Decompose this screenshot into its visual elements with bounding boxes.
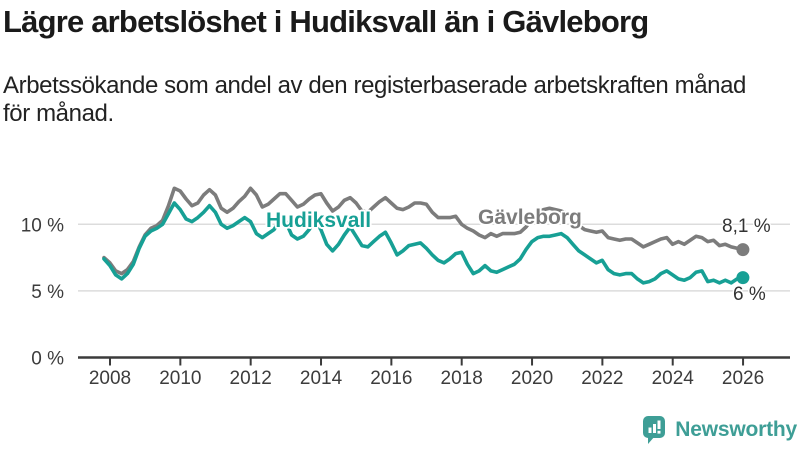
page-title: Lägre arbetslöshet i Hudiksvall än i Gäv… bbox=[3, 4, 649, 39]
x-axis-tick-label: 2026 bbox=[722, 368, 764, 389]
subtitle-line-2: för månad. bbox=[3, 100, 114, 127]
brand-name: Newsworthy bbox=[675, 418, 797, 441]
x-axis-tick-label: 2020 bbox=[511, 368, 553, 389]
subtitle-line-1: Arbetssökande som andel av den registerb… bbox=[3, 72, 746, 99]
chart-subtitle: Arbetssökande som andel av den registerb… bbox=[3, 72, 746, 128]
x-axis-tick-label: 2012 bbox=[230, 368, 272, 389]
series-end-dot-gavleborg bbox=[736, 243, 750, 257]
x-axis-tick-label: 2022 bbox=[581, 368, 623, 389]
newsworthy-logo-icon bbox=[643, 416, 666, 444]
series-line-gavleborg bbox=[102, 186, 745, 276]
series-label-gavleborg: Gävleborg bbox=[478, 206, 582, 229]
y-axis-label: 5 % bbox=[31, 282, 64, 303]
series-label-hudiksvall: Hudiksvall bbox=[266, 209, 372, 232]
y-axis-label: 10 % bbox=[21, 215, 64, 236]
x-axis-tick-label: 2010 bbox=[159, 368, 201, 389]
series-end-dot-hudiksvall bbox=[736, 271, 750, 285]
y-axis-label: 0 % bbox=[31, 349, 64, 370]
x-axis-tick-label: 2018 bbox=[441, 368, 483, 389]
x-axis-tick-label: 2016 bbox=[370, 368, 412, 389]
brand-footer: Newsworthy bbox=[642, 415, 797, 445]
x-axis-tick-label: 2024 bbox=[652, 368, 695, 389]
end-value-label-gavleborg: 8,1 % bbox=[722, 216, 771, 237]
series-line-hudiksvall bbox=[102, 201, 745, 285]
end-value-label-hudiksvall: 6 % bbox=[733, 284, 766, 305]
x-axis-tick-label: 2008 bbox=[89, 368, 131, 389]
x-axis-tick-label: 2014 bbox=[300, 368, 343, 389]
